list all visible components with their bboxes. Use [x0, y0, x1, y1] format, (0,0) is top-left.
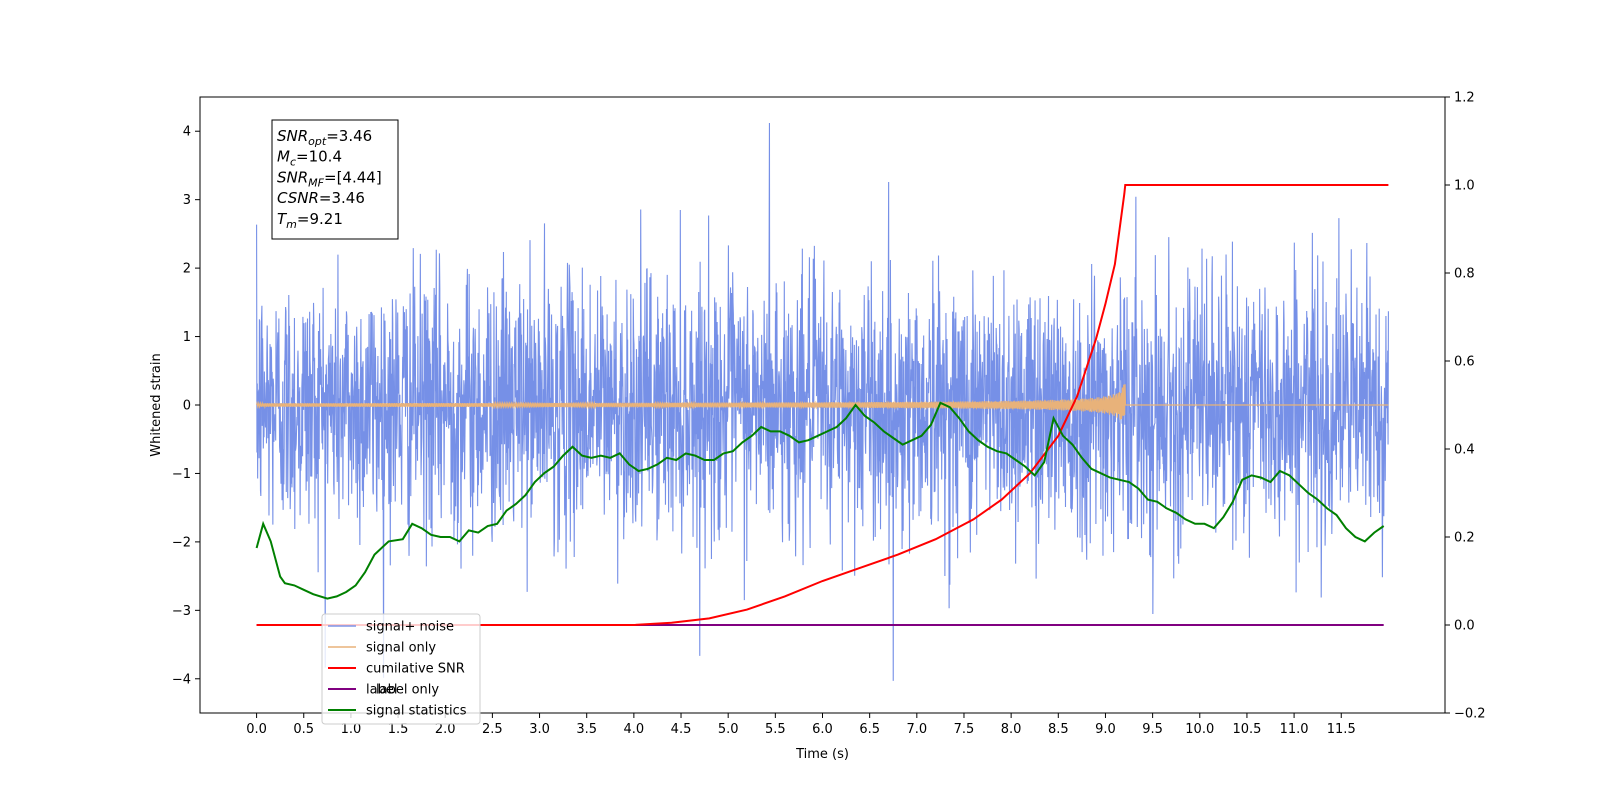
info-line-name: T [277, 210, 288, 228]
x-tick-label: 10.0 [1185, 722, 1214, 737]
info-line: CSNR=3.46 [277, 189, 365, 207]
series-signal-noise-line [256, 123, 1389, 681]
x-tick-label: 8.5 [1048, 722, 1069, 737]
y-left-tick-label: 2 [183, 262, 191, 277]
info-line: SNRMF=[4.44] [277, 168, 382, 189]
y-left-tick-label: −4 [172, 672, 191, 687]
info-line-value: =9.21 [297, 210, 343, 228]
y-right-tick-label: 1.2 [1454, 91, 1475, 106]
x-tick-label: 7.5 [954, 722, 975, 737]
info-line: SNRopt=3.46 [277, 127, 372, 148]
y-right-tick-label: 0.6 [1454, 355, 1475, 370]
legend-entry-label: signal statistics [366, 704, 467, 719]
info-line-name: SNR [277, 168, 308, 186]
y-right-tick-label: 0.4 [1454, 443, 1475, 458]
legend-entry-label: signal+ noise [366, 620, 454, 635]
x-tick-label: 1.5 [388, 722, 409, 737]
info-line-name: M [277, 148, 290, 166]
x-axis: 0.0 0.5 1.0 1.5 2.0 2.5 3.0 3.5 4.0 4.5 5.0 5.5 6.0 6… [246, 713, 1356, 737]
y-left-tick-label: −3 [172, 604, 191, 619]
x-tick-label: 5.0 [718, 722, 739, 737]
info-line-subscript: c [290, 156, 296, 169]
y-right-tick-label: 0.0 [1454, 619, 1475, 634]
x-tick-label: 9.0 [1095, 722, 1116, 737]
y-left-tick-label: −1 [172, 467, 191, 482]
x-tick-label: 0.0 [246, 722, 267, 737]
x-tick-label: 0.5 [293, 722, 314, 737]
x-tick-label: 7.0 [906, 722, 927, 737]
x-tick-label: 10.5 [1232, 722, 1261, 737]
info-line-subscript: m [286, 218, 297, 231]
x-tick-label: 3.0 [529, 722, 550, 737]
y-left-tick-label: −2 [172, 535, 191, 550]
legend-entry-label: label [366, 683, 397, 698]
y-right-tick-label: 0.2 [1454, 531, 1475, 546]
x-tick-label: 5.5 [765, 722, 786, 737]
y-left-tick-label: 4 [183, 125, 191, 140]
y-axis-label-left: Whitened strain [149, 353, 164, 456]
info-box: SNRopt=3.46Mc=10.4SNRMF=[4.44]CSNR=3.46T… [271, 119, 399, 240]
y-left-tick-label: 1 [183, 330, 191, 345]
legend-entry-label-faded: label only [376, 683, 439, 698]
y-right-tick-label: −0.2 [1454, 707, 1486, 722]
series-signal-only-line [256, 384, 1389, 420]
info-line-value: =10.4 [296, 148, 342, 166]
info-line-value: =3.46 [319, 189, 365, 207]
x-tick-label: 3.5 [576, 722, 597, 737]
series-cumulative-snr-line [256, 184, 1389, 626]
x-tick-label: 4.0 [624, 722, 645, 737]
legend-entry-label: signal only [366, 641, 436, 656]
legend: signal+ noise signal only cumilative SNR la… [321, 613, 481, 725]
x-tick-label: 11.5 [1327, 722, 1356, 737]
y-axis-right: −0.2 0.0 0.2 0.4 0.6 0.8 1.0 1.2 [1445, 91, 1486, 722]
y-right-tick-label: 0.8 [1454, 267, 1475, 282]
x-tick-label: 1.0 [341, 722, 362, 737]
y-right-tick-label: 1.0 [1454, 179, 1475, 194]
info-box-frame [271, 119, 399, 240]
x-tick-label: 2.0 [435, 722, 456, 737]
y-left-tick-label: 0 [183, 399, 191, 414]
legend-entry-label: cumilative SNR [366, 662, 465, 677]
info-line: Mc=10.4 [277, 148, 342, 169]
info-line-subscript: MF [308, 176, 324, 189]
x-tick-label: 8.0 [1001, 722, 1022, 737]
info-line-name: CSNR [277, 189, 319, 207]
y-axis-left: −4 −3 −2 −1 0 1 2 3 4 [172, 125, 200, 687]
series-signal-statistics-line [255, 401, 1385, 600]
x-tick-label: 4.5 [671, 722, 692, 737]
info-line-value: =3.46 [326, 127, 372, 145]
x-axis-label: Time (s) [795, 747, 849, 762]
info-line-value: =[4.44] [324, 168, 382, 186]
x-tick-label: 11.0 [1280, 722, 1309, 737]
y-left-tick-label: 3 [183, 193, 191, 208]
x-tick-label: 9.5 [1142, 722, 1163, 737]
x-tick-label: 6.0 [812, 722, 833, 737]
legend-frame [321, 613, 481, 725]
info-line-subscript: opt [308, 135, 327, 148]
x-tick-label: 2.5 [482, 722, 503, 737]
info-line: Tm=9.21 [277, 210, 343, 231]
info-line-name: SNR [277, 127, 308, 145]
x-tick-label: 6.5 [859, 722, 880, 737]
